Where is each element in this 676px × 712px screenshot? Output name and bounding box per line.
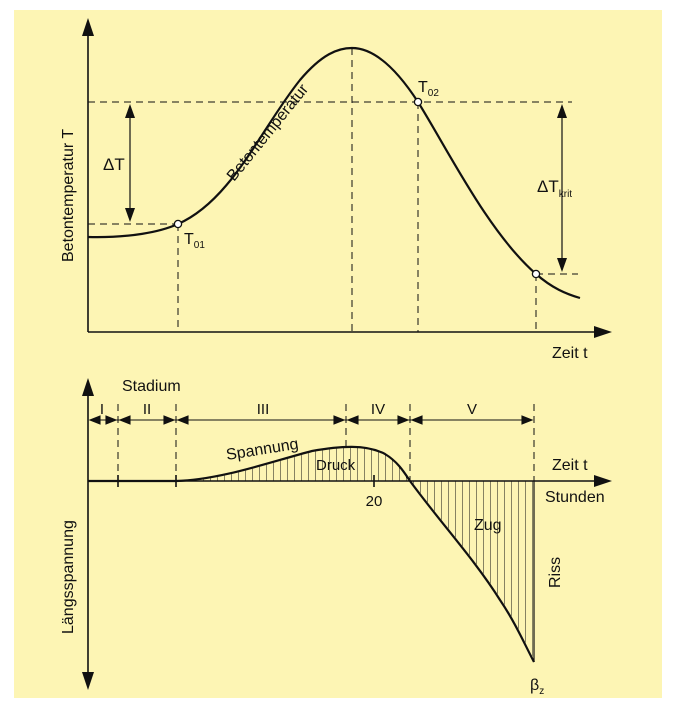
bottom-y-axis-label: Längsspannung	[60, 520, 77, 634]
riss-label: Riss	[547, 557, 564, 588]
t01-label: T01	[184, 231, 205, 251]
tension-hatch	[410, 481, 534, 662]
t02-label: T02	[418, 79, 439, 99]
low-point	[531, 269, 541, 279]
delta-t-label: ΔT	[103, 155, 125, 174]
stage-label-1: I	[100, 401, 104, 418]
stage-label-2: II	[143, 401, 151, 418]
top-x-arrow	[594, 326, 612, 338]
stadium-label: Stadium	[122, 378, 181, 395]
top-y-arrow	[82, 18, 94, 36]
bottom-chart: Längsspannung Stadium I II III IV V Zeit…	[60, 378, 612, 697]
stress-curve	[88, 445, 535, 663]
bottom-x-arrow	[594, 475, 612, 487]
stage-label-5: V	[467, 401, 477, 418]
bottom-x-axis-label: Zeit t	[552, 457, 588, 474]
beta-z-label: βz	[530, 677, 544, 697]
bottom-y-arrow-down	[82, 672, 94, 690]
stage-arrows	[88, 415, 534, 425]
druck-label: Druck	[316, 457, 356, 474]
delta-t-arrow-up	[125, 104, 135, 118]
delta-t-krit-arrow-up	[557, 104, 567, 118]
tick-20-label: 20	[366, 493, 383, 510]
t01-point	[173, 219, 183, 229]
top-x-axis-label: Zeit t	[552, 345, 588, 362]
bottom-y-arrow-up	[82, 378, 94, 396]
delta-t-arrow-down	[125, 208, 135, 222]
t02-point	[413, 97, 423, 107]
stage-label-4: IV	[371, 401, 385, 418]
top-y-axis-label: Betontemperatur T	[60, 129, 77, 262]
delta-t-krit-arrow-down	[557, 258, 567, 272]
delta-t-krit-label: ΔTkrit	[537, 177, 572, 200]
bottom-x-axis-unit: Stunden	[545, 489, 605, 506]
zug-label: Zug	[474, 517, 502, 534]
background-panel	[14, 10, 662, 698]
stage-label-3: III	[257, 401, 270, 418]
